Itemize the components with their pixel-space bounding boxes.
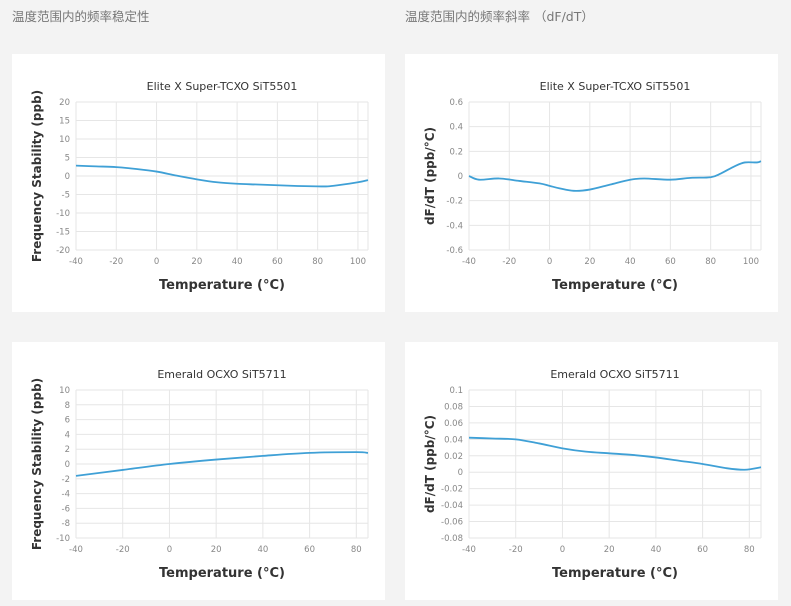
chart-card-ocxo-slope: Emerald OCXO SiT5711 -0.08 -0.06 -0.04 -0.02… — [405, 342, 778, 600]
x-axis-label: Temperature (°C) — [552, 566, 678, 581]
x-tick-label: 40 — [625, 257, 636, 267]
x-tick-label: 100 — [350, 257, 366, 267]
y-tick-label: -10 — [56, 534, 70, 544]
x-tick-label: 20 — [211, 545, 222, 555]
chart-title: Emerald OCXO SiT5711 — [157, 368, 286, 381]
data-series-line — [75, 164, 369, 188]
x-tick-label: 20 — [191, 257, 202, 267]
y-tick-label: 0 — [65, 460, 70, 470]
x-tick-label: 80 — [705, 257, 716, 267]
chart-2: Emerald OCXO SiT5711-10-8-6-4-20246810-4… — [30, 368, 369, 581]
chart-title: Elite X Super-TCXO SiT5501 — [540, 80, 691, 93]
x-tick-label: 80 — [351, 545, 362, 555]
y-tick-label: -4 — [62, 490, 70, 500]
x-tick-label: 40 — [650, 545, 661, 555]
y-tick-label: -0.6 — [446, 246, 463, 256]
x-axis-label: Temperature (°C) — [159, 278, 285, 293]
x-tick-label: -20 — [116, 545, 130, 555]
chart-title: Emerald OCXO SiT5711 — [550, 368, 679, 381]
x-tick-label: 60 — [665, 257, 676, 267]
y-tick-label: 0 — [458, 468, 463, 478]
y-tick-label: 0 — [65, 172, 70, 182]
x-tick-label: 80 — [312, 257, 323, 267]
x-tick-label: -40 — [462, 257, 476, 267]
y-tick-label: 0.6 — [449, 98, 463, 108]
y-axis-label: dF/dT (ppb/°C) — [423, 127, 437, 225]
y-tick-label: -0.2 — [446, 197, 463, 207]
chart-title: Elite X Super-TCXO SiT5501 — [147, 80, 298, 93]
chart-3: Emerald OCXO SiT5711 -0.08 -0.06 -0.04 -0.02… — [423, 368, 762, 581]
y-tick-label: -0.02 — [441, 485, 463, 495]
header-right: 温度范围内的频率斜率 （dF/dT） — [405, 9, 594, 24]
y-tick-label: 15 — [59, 117, 70, 127]
chart-0: Elite X Super-TCXO SiT5501 -20 -15 -10 -5 0 5 1… — [30, 80, 369, 293]
y-tick-label: -0.04 — [441, 501, 463, 511]
y-tick-label: -15 — [56, 228, 70, 238]
x-tick-label: 60 — [697, 545, 708, 555]
x-tick-label: 0 — [154, 257, 159, 267]
y-tick-label: 4 — [65, 430, 70, 440]
header-left: 温度范围内的频率稳定性 — [12, 9, 150, 24]
x-tick-label: -40 — [69, 257, 83, 267]
y-tick-label: 6 — [65, 416, 70, 426]
x-tick-label: 0 — [560, 545, 565, 555]
y-tick-label: -6 — [62, 504, 70, 514]
y-tick-label: -8 — [62, 519, 70, 529]
y-axis-label: Frequency Stability (ppb) — [30, 378, 44, 550]
y-tick-label: 0.2 — [449, 147, 463, 157]
x-tick-label: 40 — [257, 545, 268, 555]
x-tick-label: 40 — [232, 257, 243, 267]
x-axis-label: Temperature (°C) — [552, 278, 678, 293]
y-tick-label: 10 — [59, 386, 70, 396]
data-series-line — [468, 160, 762, 192]
x-tick-label: -20 — [109, 257, 123, 267]
x-axis-label: Temperature (°C) — [159, 566, 285, 581]
y-axis-label: Frequency Stability (ppb) — [30, 90, 44, 262]
y-tick-label: 0.04 — [444, 435, 463, 445]
x-tick-label: 100 — [743, 257, 759, 267]
y-tick-label: 0.02 — [444, 452, 463, 462]
chart-1: Elite X Super-TCXO SiT5501 -0.6 -0.4 -0.2 0 0… — [423, 80, 762, 293]
chart-card-ocxo-stability: Emerald OCXO SiT5711 -10 -8 -6 -4 -2 0 2 4 6 8 10 -4… — [12, 342, 385, 600]
data-series-line — [468, 436, 762, 471]
x-tick-label: -20 — [509, 545, 523, 555]
y-tick-label: 0.4 — [449, 123, 463, 133]
y-tick-label: 5 — [65, 154, 70, 164]
x-tick-label: 0 — [167, 545, 172, 555]
y-axis-label: dF/dT (ppb/°C) — [423, 415, 437, 513]
y-tick-label: 0.08 — [444, 402, 463, 412]
x-tick-label: 60 — [304, 545, 315, 555]
x-tick-label: 0 — [547, 257, 552, 267]
y-tick-label: -0.06 — [441, 518, 463, 528]
y-tick-label: -0.4 — [446, 221, 463, 231]
chart-card-tcxo-slope: Elite X Super-TCXO SiT5501 -0.6 -0.4 -0.2 0 0… — [405, 54, 778, 312]
data-series-line — [75, 451, 369, 477]
chart-card-tcxo-stability: Elite X Super-TCXO SiT5501 -20 -15 -10 -5 0 5 1… — [12, 54, 385, 312]
y-tick-label: 0.1 — [449, 386, 463, 396]
y-tick-label: -5 — [62, 191, 70, 201]
x-tick-label: 80 — [744, 545, 755, 555]
y-tick-label: 0.06 — [444, 419, 463, 429]
y-tick-label: -10 — [56, 209, 70, 219]
y-tick-label: 8 — [65, 401, 70, 411]
y-tick-label: 10 — [59, 135, 70, 145]
y-tick-label: 20 — [59, 98, 70, 108]
y-tick-label: 0 — [458, 172, 463, 182]
y-tick-label: -0.08 — [441, 534, 463, 544]
x-tick-label: -40 — [69, 545, 83, 555]
x-tick-label: -20 — [502, 257, 516, 267]
x-tick-label: 60 — [272, 257, 283, 267]
y-tick-label: -2 — [62, 475, 70, 485]
x-tick-label: -40 — [462, 545, 476, 555]
x-tick-label: 20 — [584, 257, 595, 267]
y-tick-label: 2 — [65, 445, 70, 455]
y-tick-label: -20 — [56, 246, 70, 256]
x-tick-label: 20 — [604, 545, 615, 555]
